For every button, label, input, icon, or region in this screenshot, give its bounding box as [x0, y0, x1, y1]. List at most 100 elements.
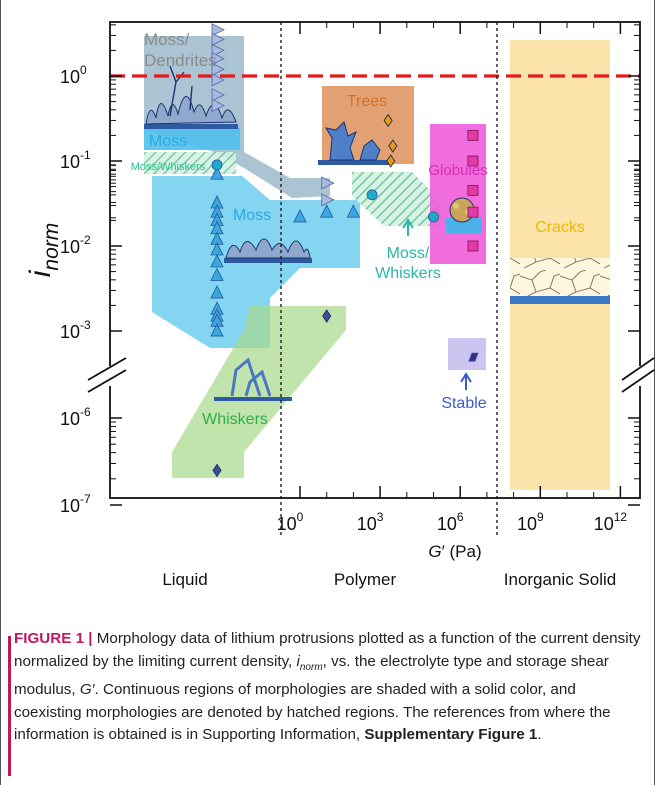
- whisker-strands: [230, 357, 272, 397]
- region-label-6: Moss/Whiskers: [375, 245, 441, 282]
- marker-diamond-5-1: [322, 309, 332, 323]
- x-tick-label: 1012: [594, 510, 628, 534]
- caption-text-3: . Continuous regions of morphologies are…: [14, 681, 611, 744]
- marker-diamond-3-0: [383, 113, 393, 128]
- moss-substrate-upper: [144, 124, 238, 129]
- marker-triangle-right-0-0: [211, 23, 226, 37]
- whiskers-substrate: [214, 397, 292, 401]
- marker-square-4-3: [467, 206, 479, 218]
- region-label-0: Moss/Dendrites: [144, 30, 217, 70]
- region-label-2: Moss/Whiskers: [131, 161, 206, 173]
- marker-triangle-up-1-9: [210, 284, 224, 299]
- moss-main-growth: [225, 238, 311, 259]
- y-tick-label: 10-1: [60, 148, 91, 172]
- marker-triangle-right-0-9: [321, 193, 335, 207]
- marker-diamond-5-0: [212, 463, 222, 478]
- region-stable: [448, 338, 486, 370]
- y-axis-label-main: i: [24, 269, 57, 277]
- marker-triangle-right-0-6: [211, 88, 226, 102]
- marker-triangle-up-1-8: [210, 267, 224, 281]
- region-label-9: Cracks: [535, 219, 585, 236]
- marker-triangle-up-1-0: [210, 166, 224, 180]
- marker-triangle-right-0-5: [211, 73, 226, 87]
- marker-triangle-up-1-13: [210, 322, 224, 337]
- moss-substrate-main: [224, 258, 312, 263]
- figure-caption: FIGURE 1 | Morphology data of lithium pr…: [14, 628, 646, 747]
- x-category-label: Liquid: [162, 570, 207, 589]
- y-axis-label: inorm: [24, 223, 63, 278]
- caption-inorm-sub: norm: [299, 661, 323, 673]
- marker-triangle-right-0-7: [211, 98, 226, 113]
- marker-square-4-1: [467, 155, 479, 167]
- cracks-substrate: [510, 296, 610, 304]
- marker-triangle-right-0-4: [211, 62, 226, 76]
- marker-square-4-4: [467, 240, 479, 252]
- arrow-moss-whiskers: [402, 218, 414, 236]
- moss-upper-growth: [145, 96, 237, 125]
- y-tick-label: 10-7: [60, 492, 91, 516]
- morphology-chart: 10010-110-210-310-610-710010310610910121…: [24, 21, 655, 589]
- x-category-label: Polymer: [334, 570, 397, 589]
- x-axis-label-rest: ′ (Pa): [442, 542, 482, 561]
- marker-triangle-up-1-14: [293, 208, 307, 223]
- x-tick-label: 109: [517, 510, 544, 534]
- marker-triangle-up-1-7: [210, 253, 224, 268]
- markers-layer: [110, 23, 640, 478]
- labels-layer: 10010-110-210-310-610-710010310610910121…: [60, 30, 628, 589]
- y-tick-label: 10-3: [60, 318, 91, 342]
- plot-frame: [109, 21, 641, 499]
- x-axis-label-main: G: [428, 542, 441, 561]
- region-label-8: Stable: [441, 395, 486, 412]
- globules-substrate: [446, 218, 482, 234]
- globule-1: [453, 203, 459, 209]
- marker-triangle-right-0-3: [211, 51, 226, 66]
- trees-substrate: [318, 160, 390, 165]
- marker-circle-2-1: [366, 189, 378, 201]
- caption-inorm: inorm: [296, 652, 323, 673]
- y-tick-label: 100: [60, 63, 87, 87]
- region-label-4: Whiskers: [202, 411, 268, 428]
- region-moss-whiskers-middle: [352, 172, 440, 226]
- marker-circle-2-2: [428, 211, 439, 223]
- cracks-texture: [510, 258, 610, 296]
- caption-text-1: Morphology data of lithium protrusions p…: [14, 630, 641, 670]
- cartoons-layer: [144, 65, 610, 401]
- marker-square-4-2: [467, 185, 479, 196]
- tree-structures: [324, 121, 381, 161]
- marker-triangle-right-0-1: [211, 32, 226, 47]
- x-tick-label: 100: [277, 510, 304, 534]
- caption-text-4: .: [537, 726, 542, 744]
- marker-triangle-up-1-16: [346, 204, 361, 218]
- x-category-label: Inorganic Solid: [504, 570, 616, 589]
- x-tick-label: 106: [437, 510, 464, 534]
- marker-diamond-3-1: [388, 139, 398, 153]
- region-label-3: Moss: [233, 207, 271, 224]
- y-axis-label-sub: norm: [40, 223, 63, 271]
- region-moss-upper: [144, 128, 240, 150]
- caption-text-2: , vs. the electrolyte type and storage s…: [14, 652, 609, 699]
- marker-triangle-up-1-15: [319, 204, 334, 218]
- x-tick-label: 103: [357, 510, 384, 534]
- marker-diamond-3-2: [386, 154, 396, 168]
- axis-break-gap-right: [636, 366, 644, 386]
- axis-break-mark-left: [87, 357, 127, 393]
- marker-triangle-right-0-2: [211, 43, 226, 58]
- region-label-7: Globules: [428, 162, 487, 179]
- marker-triangle-right-0-8: [321, 176, 335, 190]
- axis-break-gap-left: [106, 366, 114, 386]
- caption-bold-ref: Supplementary Figure 1: [364, 726, 538, 744]
- frame-layer: [87, 21, 655, 538]
- region-label-5: Trees: [347, 93, 387, 110]
- y-tick-label: 10-2: [60, 233, 91, 257]
- axis-break-mark-right: [621, 357, 655, 393]
- caption-accent-bar: [8, 636, 11, 776]
- region-label-1: Moss: [149, 133, 187, 150]
- marker-circle-2-0: [211, 159, 223, 171]
- marker-parallelogram-6-0: [468, 352, 479, 362]
- caption-inorm-main: i: [296, 652, 300, 670]
- arrow-stable: [460, 372, 472, 390]
- caption-gprime: G′: [79, 681, 95, 699]
- caption-label: FIGURE 1 |: [14, 630, 93, 647]
- y-tick-label: 10-6: [60, 405, 91, 429]
- x-axis-label: G′ (Pa): [428, 542, 481, 561]
